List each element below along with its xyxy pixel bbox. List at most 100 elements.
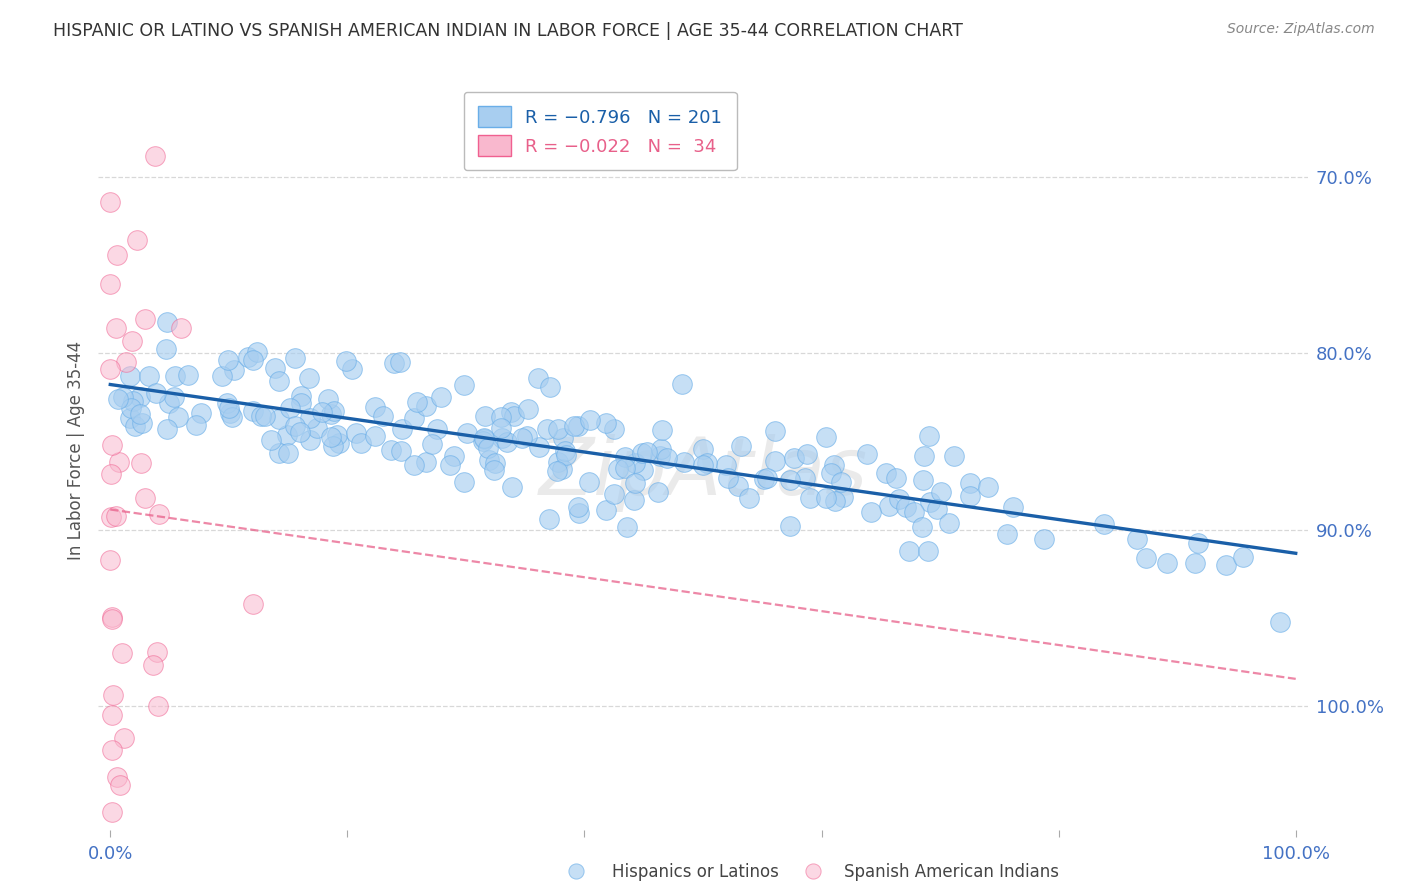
Point [631, 446, 654, 460]
Point [145, 386, 167, 401]
Point [595, 416, 617, 430]
Point [238, 350, 260, 364]
Text: HISPANIC OR LATINO VS SPANISH AMERICAN INDIAN IN LABOR FORCE | AGE 35-44 CORRELA: HISPANIC OR LATINO VS SPANISH AMERICAN I… [53, 22, 963, 40]
Point [484, 456, 506, 470]
Point [920, 495, 942, 509]
Point [120, 401, 142, 415]
Point [146, 699, 169, 714]
Point [290, 389, 312, 403]
Point [101, 743, 124, 757]
Point [914, 449, 936, 463]
Point [156, 315, 179, 329]
Point [527, 371, 550, 385]
Point [420, 437, 443, 451]
Point [100, 277, 122, 292]
Point [242, 597, 264, 611]
Point [100, 438, 122, 452]
Point [118, 369, 141, 384]
Point [655, 451, 678, 466]
Point [623, 493, 645, 508]
Point [138, 369, 160, 384]
Point [124, 418, 146, 433]
Point [714, 458, 737, 472]
Point [453, 378, 475, 392]
Point [537, 512, 560, 526]
Point [911, 473, 934, 487]
Point [738, 491, 761, 505]
Point [977, 480, 1000, 494]
Point [129, 456, 152, 470]
Point [114, 354, 136, 368]
Point [415, 455, 437, 469]
Point [547, 422, 569, 436]
Point [219, 406, 242, 420]
Point [342, 362, 364, 376]
Point [529, 440, 551, 454]
Point [606, 462, 628, 476]
Point [260, 434, 283, 448]
Point [578, 475, 600, 490]
Point [382, 356, 405, 370]
Point [959, 476, 981, 491]
Point [134, 312, 156, 326]
Point [328, 436, 350, 450]
Point [363, 400, 385, 414]
Point [120, 411, 142, 425]
Point [673, 455, 696, 469]
Point [404, 411, 426, 425]
Point [344, 425, 367, 440]
Point [131, 416, 153, 430]
Text: Hispanics or Latinos: Hispanics or Latinos [612, 863, 779, 881]
Point [796, 446, 818, 460]
Point [651, 423, 673, 437]
Point [938, 516, 960, 530]
Point [305, 421, 328, 435]
Point [276, 428, 298, 442]
Point [190, 406, 212, 420]
Point [129, 390, 152, 404]
Point [430, 390, 453, 404]
Point [603, 487, 626, 501]
Point [755, 471, 778, 485]
Point [856, 447, 879, 461]
Point [510, 431, 533, 445]
Point [636, 445, 658, 459]
Point [250, 409, 273, 423]
Point [221, 409, 243, 424]
Point [917, 544, 939, 558]
Point [567, 419, 589, 434]
Point [156, 422, 179, 436]
Point [283, 419, 305, 434]
Point [614, 450, 637, 464]
Point [100, 467, 122, 481]
Point [267, 374, 290, 388]
Point [456, 425, 478, 440]
Point [402, 458, 425, 473]
Point [551, 431, 574, 445]
Point [478, 452, 501, 467]
Point [316, 392, 339, 406]
Point [254, 409, 277, 424]
Point [814, 491, 837, 506]
Point [1156, 556, 1178, 570]
Point [696, 456, 718, 470]
Point [779, 473, 801, 487]
Point [815, 430, 838, 444]
Point [443, 449, 465, 463]
Point [633, 462, 655, 476]
Point [125, 234, 148, 248]
Point [170, 320, 193, 334]
Point [299, 434, 322, 448]
Point [100, 610, 122, 624]
Point [100, 510, 122, 524]
Point [942, 449, 965, 463]
Point [108, 779, 131, 793]
Point [793, 471, 815, 485]
Point [501, 480, 523, 494]
Point [263, 361, 285, 376]
Point [157, 396, 180, 410]
Point [277, 446, 299, 460]
Point [319, 430, 342, 444]
Point [128, 407, 150, 421]
Point [730, 439, 752, 453]
